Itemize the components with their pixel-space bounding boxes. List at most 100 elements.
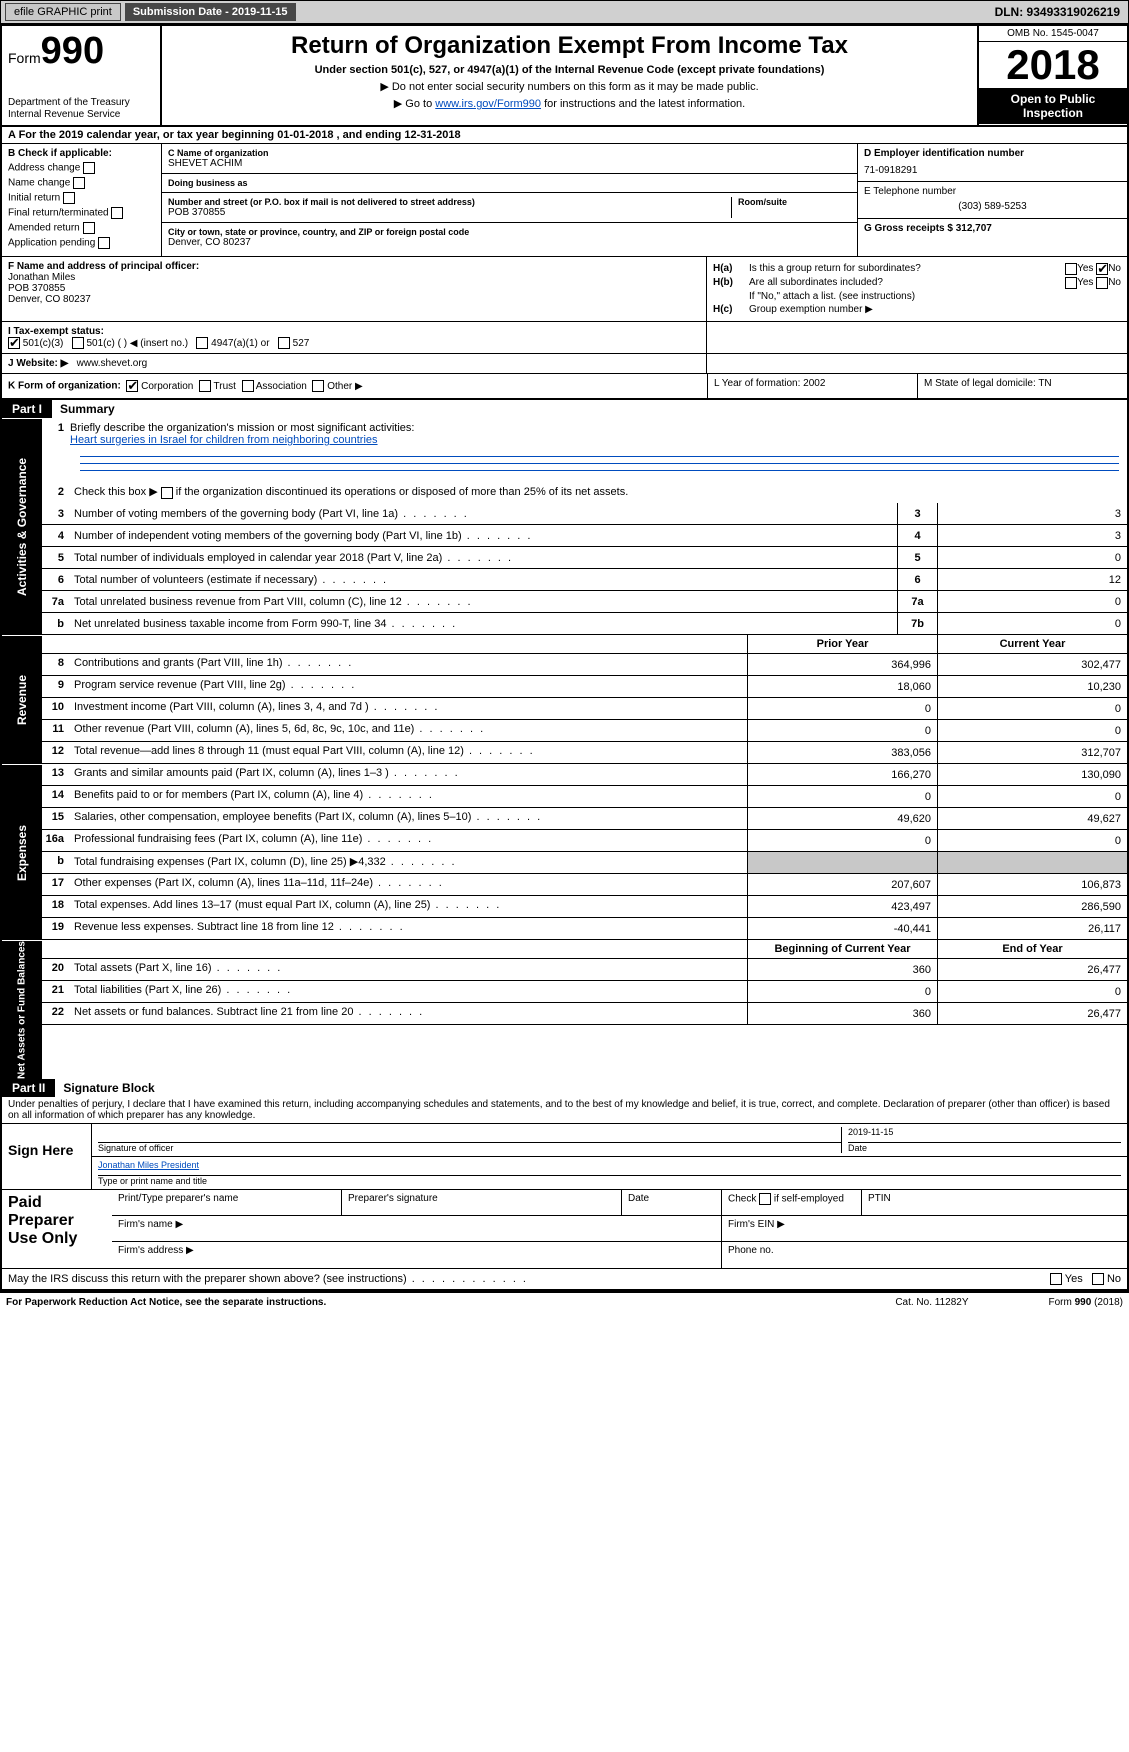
checkbox-icon[interactable] (111, 207, 123, 219)
line-desc: Total liabilities (Part X, line 26) (70, 981, 747, 1002)
ha-yes-check[interactable] (1065, 263, 1077, 275)
checkbox-icon[interactable] (8, 337, 20, 349)
governance-row: 5Total number of individuals employed in… (42, 547, 1127, 569)
checkbox-icon[interactable] (72, 337, 84, 349)
checkbox-icon[interactable] (63, 192, 75, 204)
line-val: 3 (937, 503, 1127, 524)
governance-row: 7aTotal unrelated business revenue from … (42, 591, 1127, 613)
city-value: Denver, CO 80237 (168, 237, 851, 248)
governance-row: bNet unrelated business taxable income f… (42, 613, 1127, 635)
self-employed-hdr: Check if self-employed (722, 1190, 862, 1215)
cell-shaded (937, 852, 1127, 873)
checkbox-icon[interactable] (73, 177, 85, 189)
colb-option[interactable]: Application pending (8, 237, 155, 249)
dba-label: Doing business as (168, 178, 851, 188)
line-num: 7a (42, 596, 70, 608)
data-row: 20Total assets (Part X, line 16)36026,47… (42, 959, 1127, 981)
checkbox-icon[interactable] (312, 380, 324, 392)
colb-option[interactable]: Amended return (8, 222, 155, 234)
line-desc: Number of voting members of the governin… (70, 506, 897, 522)
discuss-no-check[interactable] (1092, 1273, 1104, 1285)
hb-yes-check[interactable] (1065, 277, 1077, 289)
tax-exempt-label: I Tax-exempt status: (8, 326, 104, 337)
tax-status-option[interactable]: 501(c) ( ) ◀ (insert no.) (72, 338, 197, 349)
l2-check[interactable] (161, 487, 173, 499)
checkbox-icon[interactable] (98, 237, 110, 249)
discuss-yes-check[interactable] (1050, 1273, 1062, 1285)
line-num: 3 (42, 508, 70, 520)
form-org-option[interactable]: Corporation (126, 381, 199, 392)
colb-option[interactable]: Address change (8, 162, 155, 174)
preparer-name-hdr: Print/Type preparer's name (112, 1190, 342, 1215)
signer-name[interactable]: Jonathan Miles President (98, 1160, 199, 1170)
checkbox-icon[interactable] (83, 222, 95, 234)
prior-val: 383,056 (747, 742, 937, 763)
hc-label: H(c) (713, 304, 749, 315)
line-desc: Other expenses (Part IX, column (A), lin… (70, 874, 747, 895)
revenue-header: Prior Year Current Year (42, 635, 1127, 654)
col-h: H(a) Is this a group return for subordin… (707, 257, 1127, 321)
tax-status-option[interactable]: 501(c)(3) (8, 338, 72, 349)
begin-year-hdr: Beginning of Current Year (747, 940, 937, 958)
prior-val: 166,270 (747, 764, 937, 785)
line-num: 13 (42, 764, 70, 785)
form-subtitle: Under section 501(c), 527, or 4947(a)(1)… (170, 64, 969, 76)
prior-val: 0 (747, 830, 937, 851)
note2-suffix: for instructions and the latest informat… (541, 98, 745, 110)
firm-ein-label: Firm's EIN ▶ (722, 1216, 1127, 1241)
data-row: 21Total liabilities (Part X, line 26)00 (42, 981, 1127, 1003)
form-org-option[interactable]: Other ▶ (312, 381, 368, 392)
line-num: b (42, 852, 70, 873)
open-public-label: Open to Public Inspection (979, 88, 1127, 124)
preparer-date-hdr: Date (622, 1190, 722, 1215)
current-val: 130,090 (937, 764, 1127, 785)
line-num: 19 (42, 918, 70, 939)
checkbox-icon[interactable] (278, 337, 290, 349)
hb-no-check[interactable] (1096, 277, 1108, 289)
self-employed-check[interactable] (759, 1193, 771, 1205)
yes-label: Yes (1065, 1273, 1083, 1285)
prior-val: 360 (747, 959, 937, 980)
dept-label: Department of the Treasury Internal Reve… (8, 97, 154, 121)
prior-year-hdr: Prior Year (747, 635, 937, 653)
col-f: F Name and address of principal officer:… (2, 257, 707, 321)
line-box: 7a (897, 591, 937, 612)
phone-label: E Telephone number (864, 186, 1121, 197)
line-desc: Total assets (Part X, line 16) (70, 959, 747, 980)
discuss-text: May the IRS discuss this return with the… (8, 1273, 528, 1285)
checkbox-icon[interactable] (196, 337, 208, 349)
net-assets-label: Net Assets or Fund Balances (2, 940, 42, 1079)
prior-val: 364,996 (747, 654, 937, 675)
form-org-option[interactable]: Trust (199, 381, 242, 392)
checkbox-icon[interactable] (199, 380, 211, 392)
mission-lines (42, 456, 1127, 481)
ha-no-check[interactable] (1096, 263, 1108, 275)
street-value: POB 370855 (168, 207, 731, 218)
l1-num: 1 (42, 422, 70, 446)
colb-option[interactable]: Name change (8, 177, 155, 189)
colb-option[interactable]: Final return/terminated (8, 207, 155, 219)
checkbox-icon[interactable] (242, 380, 254, 392)
governance-row: 3Number of voting members of the governi… (42, 503, 1127, 525)
city-label: City or town, state or province, country… (168, 227, 851, 237)
form-org-option[interactable]: Association (242, 381, 313, 392)
room-label: Room/suite (738, 197, 851, 207)
line-num: 16a (42, 830, 70, 851)
data-row: 18Total expenses. Add lines 13–17 (must … (42, 896, 1127, 918)
efile-button[interactable]: efile GRAPHIC print (5, 3, 121, 21)
governance-row: 6Total number of volunteers (estimate if… (42, 569, 1127, 591)
checkbox-icon[interactable] (126, 380, 138, 392)
form990-link[interactable]: www.irs.gov/Form990 (435, 98, 541, 110)
current-val: 312,707 (937, 742, 1127, 763)
colb-option[interactable]: Initial return (8, 192, 155, 204)
tax-status-option[interactable]: 4947(a)(1) or (196, 338, 277, 349)
line-num: 18 (42, 896, 70, 917)
tax-status-option[interactable]: 527 (278, 338, 318, 349)
current-val: 0 (937, 981, 1127, 1002)
mission-text[interactable]: Heart surgeries in Israel for children f… (70, 434, 378, 446)
line-num: 6 (42, 574, 70, 586)
line-desc: Total fundraising expenses (Part IX, col… (70, 852, 747, 873)
data-row: 12Total revenue—add lines 8 through 11 (… (42, 742, 1127, 764)
checkbox-icon[interactable] (83, 162, 95, 174)
form-number: Form990 (8, 30, 154, 73)
